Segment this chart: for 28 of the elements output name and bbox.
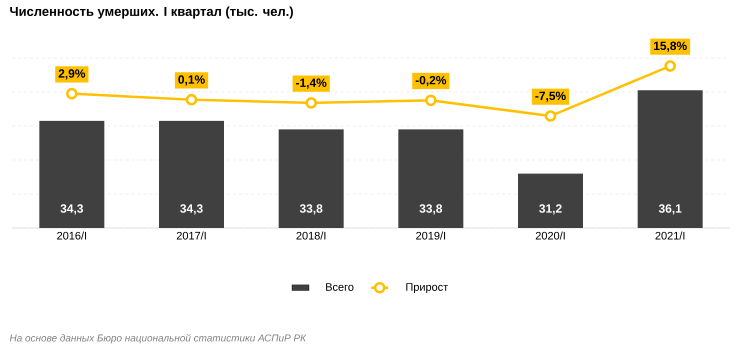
data-label: -7,5% xyxy=(535,92,566,102)
data-label: -1,4% xyxy=(296,78,326,89)
data-label: 33,8 xyxy=(300,204,322,214)
x-tick-label: 2017/I xyxy=(176,232,206,240)
data-label: 0,1% xyxy=(178,75,205,86)
x-tick-label: 2018/I xyxy=(296,232,326,240)
point xyxy=(544,110,556,122)
point xyxy=(66,88,78,100)
x-tick-label: 2020/I xyxy=(536,232,565,240)
data-label: 36,1 xyxy=(658,204,682,214)
legend-label: Прирост xyxy=(406,283,448,293)
data-label: 34,3 xyxy=(180,204,203,214)
point xyxy=(664,60,676,72)
legend-label: Всего xyxy=(326,283,354,291)
data-label: 15,8% xyxy=(654,42,687,52)
data-label: 34,3 xyxy=(60,204,84,214)
data-label: 2,9% xyxy=(58,69,86,80)
chart-title: Численность умерших. I квартал (тыс. чел.) xyxy=(10,6,293,19)
point xyxy=(425,94,437,106)
x-tick-label: 2021/I xyxy=(655,232,684,240)
data-label: 33,8 xyxy=(419,204,442,214)
x-tick-label: 2016/I xyxy=(57,232,86,240)
text: На основе данных Бюро национальной статистики АСПиР РК xyxy=(10,334,306,344)
x-tick-label: 2019/I xyxy=(416,232,446,240)
data-label: -0,2% xyxy=(416,76,446,86)
point xyxy=(186,94,198,106)
point xyxy=(305,97,317,109)
data-label: 31,2 xyxy=(539,204,562,214)
